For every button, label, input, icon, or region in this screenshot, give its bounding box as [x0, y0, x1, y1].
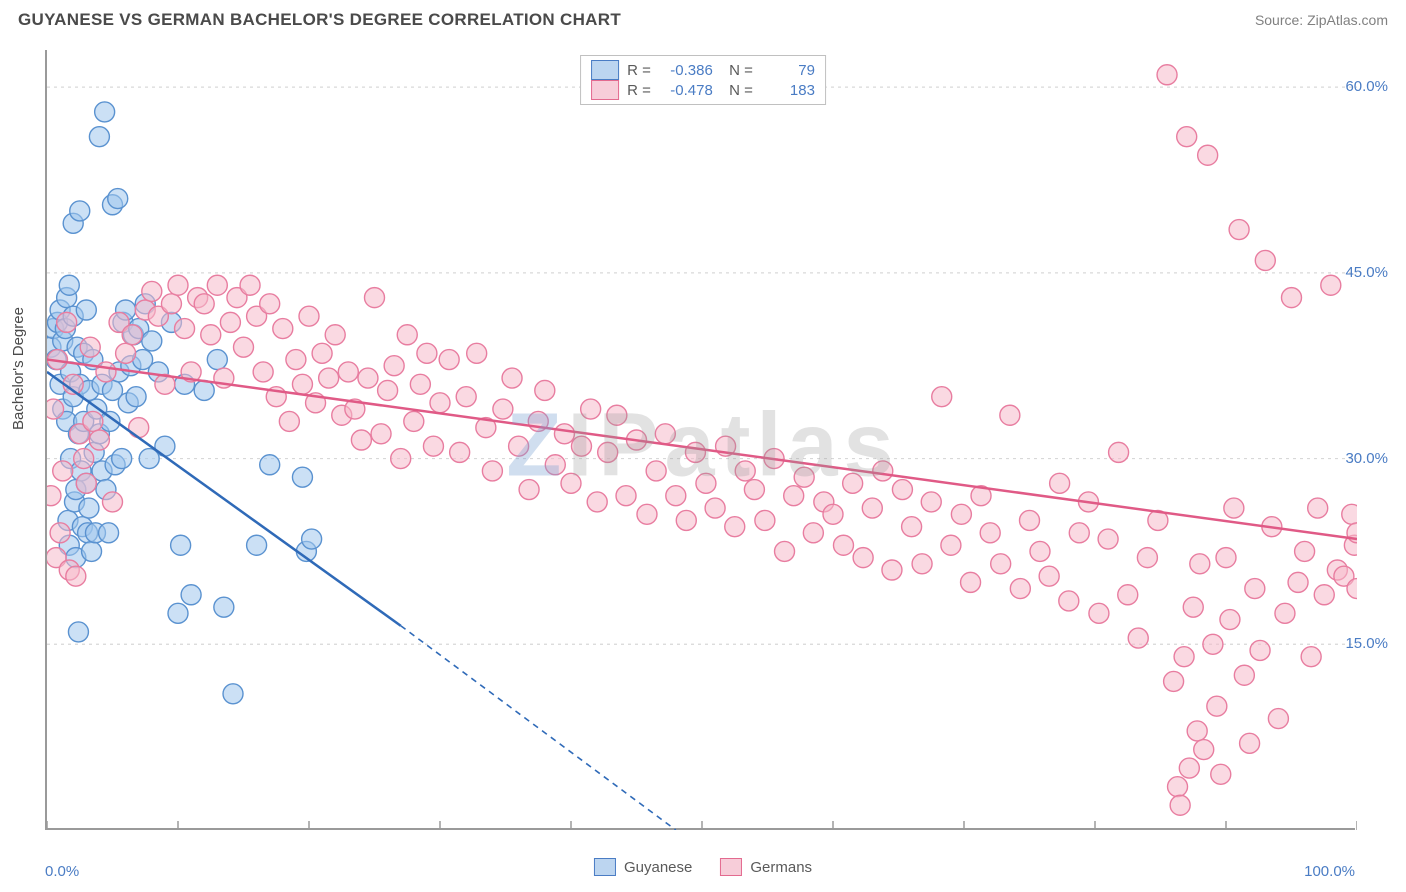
y-tick-label: 30.0% — [1345, 450, 1388, 467]
legend-swatch — [591, 80, 619, 100]
chart-container: GUYANESE VS GERMAN BACHELOR'S DEGREE COR… — [0, 0, 1406, 892]
legend-n-value: 183 — [761, 82, 815, 99]
y-tick-label: 45.0% — [1345, 264, 1388, 281]
correlation-legend: R = -0.386 N = 79 R = -0.478 N = 183 — [580, 55, 826, 105]
series-legend: Guyanese Germans — [594, 858, 812, 876]
legend-r-label: R = — [627, 82, 651, 99]
x-tick-label: 0.0% — [45, 863, 79, 880]
legend-label: Germans — [750, 859, 812, 876]
scatter-plot-svg — [47, 50, 1357, 830]
title-bar: GUYANESE VS GERMAN BACHELOR'S DEGREE COR… — [0, 0, 1406, 36]
legend-r-label: R = — [627, 62, 651, 79]
legend-r-value: -0.478 — [659, 82, 713, 99]
y-tick-label: 15.0% — [1345, 635, 1388, 652]
legend-label: Guyanese — [624, 859, 692, 876]
source-label: Source: ZipAtlas.com — [1255, 12, 1388, 28]
plot-area — [45, 50, 1355, 830]
chart-title: GUYANESE VS GERMAN BACHELOR'S DEGREE COR… — [18, 10, 621, 30]
legend-swatch — [720, 858, 742, 876]
legend-item: Guyanese — [594, 858, 692, 876]
legend-swatch — [594, 858, 616, 876]
y-axis-label: Bachelor's Degree — [10, 307, 27, 430]
legend-swatch — [591, 60, 619, 80]
legend-row: R = -0.478 N = 183 — [591, 80, 815, 100]
source-prefix: Source: — [1255, 12, 1307, 28]
legend-r-value: -0.386 — [659, 62, 713, 79]
y-tick-label: 60.0% — [1345, 78, 1388, 95]
source-link[interactable]: ZipAtlas.com — [1307, 12, 1388, 28]
legend-n-label: N = — [721, 62, 753, 79]
legend-item: Germans — [720, 858, 812, 876]
legend-n-label: N = — [721, 82, 753, 99]
legend-row: R = -0.386 N = 79 — [591, 60, 815, 80]
legend-n-value: 79 — [761, 62, 815, 79]
x-tick-label: 100.0% — [1304, 863, 1355, 880]
